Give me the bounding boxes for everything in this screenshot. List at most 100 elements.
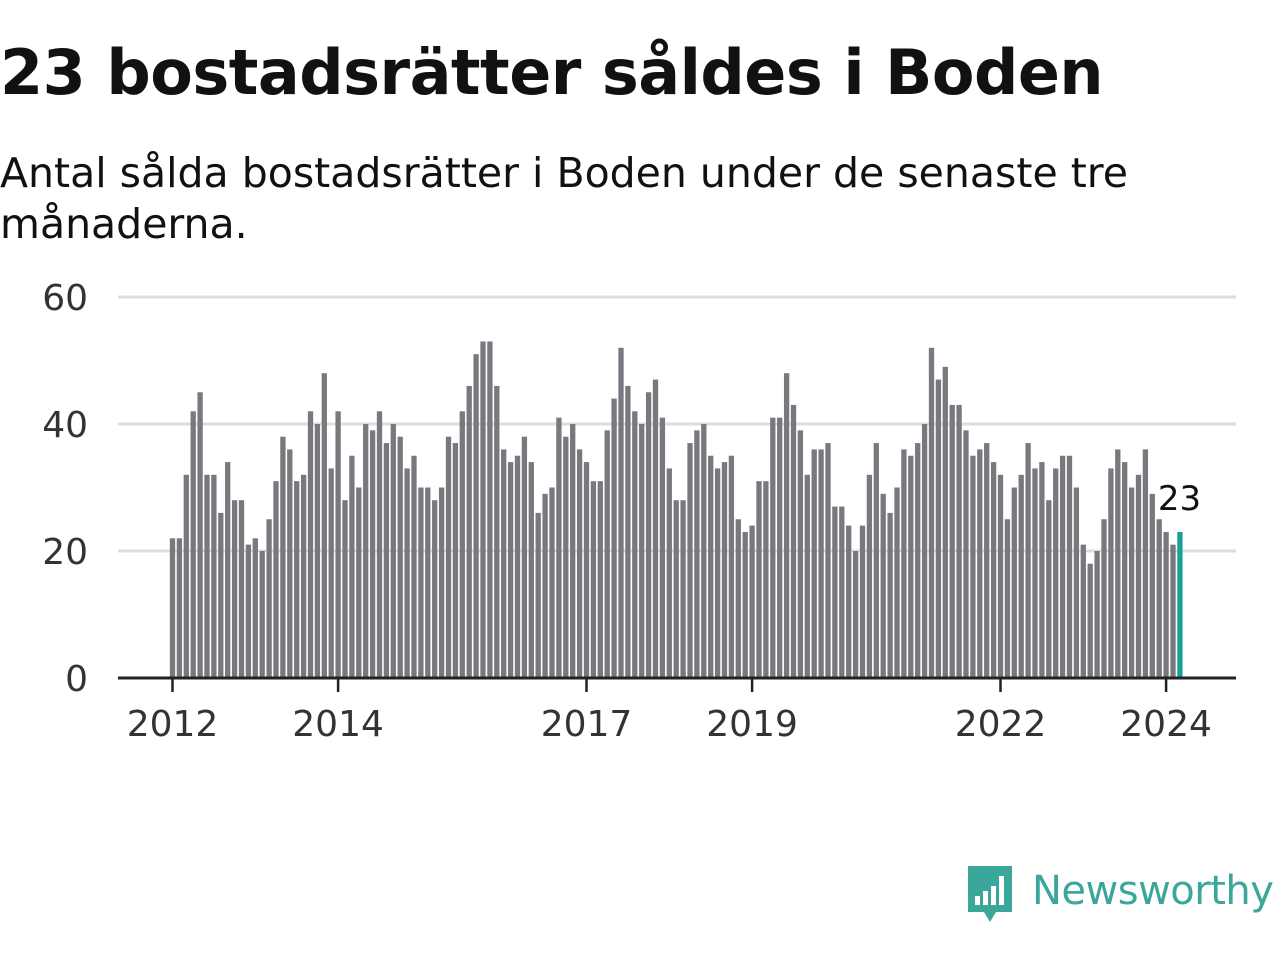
bar [225, 462, 231, 678]
bar [839, 506, 845, 678]
bar [714, 468, 721, 678]
bar [942, 366, 948, 678]
bar [176, 538, 183, 678]
bar [970, 455, 976, 678]
bar [694, 430, 700, 678]
y-tick-label-40: 40 [42, 405, 88, 446]
bar [1094, 551, 1100, 678]
bar [480, 341, 486, 678]
bar [570, 424, 576, 678]
bar [404, 468, 410, 678]
bar [438, 487, 445, 678]
bar [238, 500, 245, 678]
bar [666, 468, 672, 678]
bar [866, 474, 873, 678]
bar [459, 411, 465, 678]
bar [1011, 487, 1017, 678]
y-tick-label-20: 20 [42, 532, 88, 573]
bar [514, 455, 521, 678]
bar [390, 424, 396, 678]
bar [383, 443, 390, 678]
bar [984, 443, 990, 678]
bar [852, 551, 859, 678]
bar [197, 392, 203, 678]
bar [1122, 462, 1128, 678]
bar [949, 404, 955, 678]
bar [1059, 455, 1066, 678]
axes [118, 676, 1236, 692]
bar [452, 443, 459, 678]
bar [1087, 563, 1093, 678]
bar [501, 449, 507, 678]
bar [687, 443, 693, 678]
bar [211, 474, 217, 678]
bar [990, 462, 997, 678]
bar [494, 385, 500, 678]
bar [1046, 500, 1052, 678]
bar [632, 411, 638, 678]
bar [328, 468, 334, 678]
bar [818, 449, 824, 678]
bar [169, 538, 176, 678]
bar-highlight [1177, 531, 1183, 678]
bar [418, 487, 424, 678]
bar [1115, 449, 1121, 678]
bar [921, 424, 928, 678]
bar [183, 474, 189, 678]
bar [673, 500, 679, 678]
bar [563, 436, 569, 678]
bar [259, 551, 265, 678]
bar [1066, 455, 1073, 678]
bar [542, 493, 548, 678]
bar [300, 474, 307, 678]
bar [280, 436, 286, 678]
bar [245, 544, 252, 678]
highlight-value-label: 23 [1158, 479, 1201, 519]
bar [1135, 474, 1142, 678]
bar [756, 481, 762, 678]
bar [307, 411, 314, 678]
bar [528, 462, 534, 678]
bar [487, 341, 493, 678]
bar [535, 512, 541, 678]
x-tick-label-2012: 2012 [127, 704, 219, 745]
bar [1101, 519, 1107, 678]
bar [639, 424, 645, 678]
bar [1025, 443, 1031, 678]
bar [1142, 449, 1149, 678]
newsworthy-logo: Newsworthy [964, 862, 1274, 926]
bar [873, 443, 879, 678]
bar [521, 436, 528, 678]
bar [273, 481, 279, 678]
bar [590, 481, 597, 678]
bar [708, 455, 714, 678]
logo-text: Newsworthy [1032, 868, 1274, 914]
x-tick-label-2024: 2024 [1120, 704, 1212, 745]
bar [977, 449, 983, 678]
bar [652, 379, 659, 678]
bar [356, 487, 362, 678]
bar [1163, 531, 1169, 678]
bar [1156, 519, 1162, 678]
bar [901, 449, 907, 678]
bar [880, 493, 886, 678]
newsworthy-logo-icon [968, 866, 1012, 922]
page-title: 23 bostadsrätter såldes i Boden [0, 36, 1104, 109]
bar [1004, 519, 1011, 678]
bar [376, 411, 383, 678]
bar [997, 474, 1004, 678]
bar [1080, 544, 1086, 678]
bar [790, 404, 797, 678]
bar [549, 487, 555, 678]
bar [811, 449, 817, 678]
bar [252, 538, 258, 678]
bar [721, 462, 728, 678]
bar [804, 474, 810, 678]
bar [597, 481, 603, 678]
bar [915, 443, 921, 678]
bar [335, 411, 341, 678]
bar [397, 436, 403, 678]
bar [735, 519, 741, 678]
bar [618, 347, 624, 678]
